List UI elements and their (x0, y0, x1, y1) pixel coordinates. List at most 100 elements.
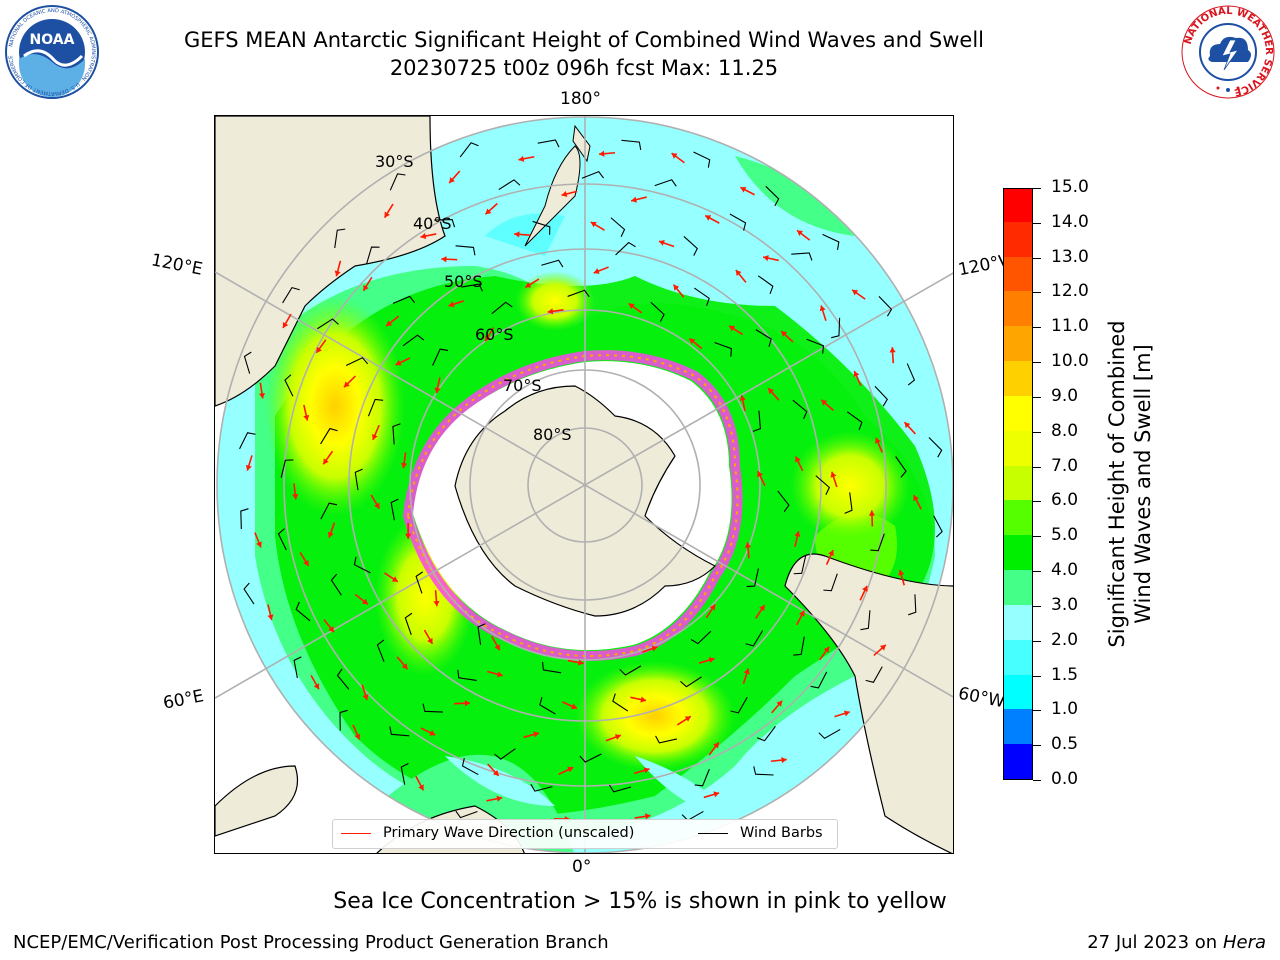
wind-barb (243, 582, 255, 605)
wind-barb (655, 735, 678, 744)
wave-arrowhead (303, 560, 309, 567)
wind-barb (928, 437, 943, 458)
lat-label-70s: 70°S (503, 376, 542, 395)
wave-arrowhead (496, 795, 503, 802)
wind-barb (865, 666, 883, 683)
wave-arrowhead (372, 433, 378, 440)
wave-arrowhead (830, 471, 837, 478)
colorbar-tick (1033, 327, 1041, 329)
wave-arrowhead (533, 731, 540, 738)
wind-barb (730, 696, 748, 714)
wave-arrowhead (799, 610, 805, 617)
colorbar-tick-label: 9.0 (1051, 385, 1079, 406)
wind-barb (791, 252, 813, 261)
wave-arrowhead (334, 270, 341, 277)
footer-date-text: 27 Jul 2023 on (1087, 932, 1223, 953)
wind-barb (933, 515, 943, 538)
wind-barb (694, 768, 710, 787)
wind-barb (729, 213, 747, 231)
wave-arrowhead (740, 186, 747, 193)
wave-arrowhead (427, 637, 433, 644)
wave-direction-arrows (245, 150, 922, 823)
wave-arrowhead (709, 604, 716, 611)
wave-arrowhead (343, 381, 350, 388)
colorbar-tick (1033, 257, 1041, 259)
wind-barb (609, 784, 632, 793)
colorbar-tick (1033, 501, 1041, 503)
wind-barb (277, 528, 287, 551)
wave-arrowhead (258, 392, 266, 399)
wind-barb (874, 385, 888, 407)
wave-arrowhead (781, 757, 787, 764)
wave-arrowhead (514, 231, 520, 238)
lat-label-40s: 40°S (413, 214, 452, 233)
wave-arrowhead (614, 734, 621, 740)
wave-arrowhead (434, 387, 441, 394)
wind-barb (392, 295, 416, 304)
wind-barb (402, 334, 425, 347)
colorbar-tick (1033, 605, 1041, 607)
wind-barb (539, 696, 556, 715)
wind-barb (334, 228, 346, 249)
wind-barb (870, 533, 885, 552)
lat-label-30s: 30°S (375, 152, 414, 171)
wind-barb (895, 456, 907, 478)
wind-barb (336, 668, 350, 690)
wind-barb (317, 318, 339, 330)
wind-barb (422, 703, 443, 713)
wave-arrowhead (441, 256, 447, 263)
wave-legend-swatch (341, 833, 371, 834)
wind-barb (615, 241, 636, 256)
colorbar-segment (1004, 360, 1032, 396)
wave-arrowhead (743, 668, 750, 675)
wind-barb (823, 573, 838, 592)
wave-arrowhead (327, 531, 334, 538)
wave-arrowhead (282, 322, 289, 329)
wind-barb (757, 275, 774, 294)
wind-barb (690, 630, 712, 645)
wave-arrowhead (245, 464, 252, 471)
wind-barb (680, 676, 702, 688)
wind-barb (293, 656, 302, 679)
wave-arrowhead (689, 338, 696, 345)
colorbar-tick-label: 2.0 (1051, 629, 1079, 650)
wave-arrowhead (658, 239, 665, 246)
colorbar-segment (1004, 256, 1032, 292)
colorbar-tick-label: 15.0 (1051, 177, 1089, 197)
wind-barb (390, 498, 399, 521)
wave-arrowhead (567, 766, 574, 773)
wave-arrowhead (828, 550, 834, 556)
colorbar-tick (1033, 640, 1041, 642)
colorbar-tick-label: 7.0 (1051, 455, 1079, 476)
wind-barb (389, 173, 406, 191)
wind-barb (579, 753, 602, 763)
wind-barb (320, 502, 338, 520)
wave-arrowhead (593, 268, 600, 274)
map-legend: Primary Wave Direction (unscaled) Wind B… (332, 819, 838, 849)
wave-arrowhead (420, 233, 427, 240)
wind-barb (295, 601, 311, 622)
wave-arrowhead (362, 694, 369, 701)
wave-arrowhead (328, 626, 334, 633)
colorbar-segment (1004, 604, 1032, 640)
wind-barb (320, 427, 338, 445)
barb-legend-label: Wind Barbs (740, 825, 823, 841)
wave-arrowhead (494, 644, 500, 651)
wind-barb (455, 810, 478, 819)
wind-barb (906, 363, 916, 386)
wind-barb (612, 693, 629, 712)
colorbar-tick (1033, 675, 1041, 677)
wave-arrowhead (651, 645, 658, 652)
colorbar-tick-label: 13.0 (1051, 246, 1089, 267)
wind-barb (494, 748, 516, 760)
wave-arrowhead (323, 458, 329, 465)
colorbar-segment (1004, 189, 1032, 222)
wave-arrowhead (433, 600, 440, 607)
wind-barb (693, 151, 711, 168)
wind-barb (404, 612, 413, 635)
colorbar-segment (1004, 290, 1032, 327)
wave-arrowhead (705, 215, 712, 221)
wave-arrowhead (640, 696, 647, 703)
wind-barb (746, 568, 759, 588)
wave-arrowhead (768, 388, 774, 395)
